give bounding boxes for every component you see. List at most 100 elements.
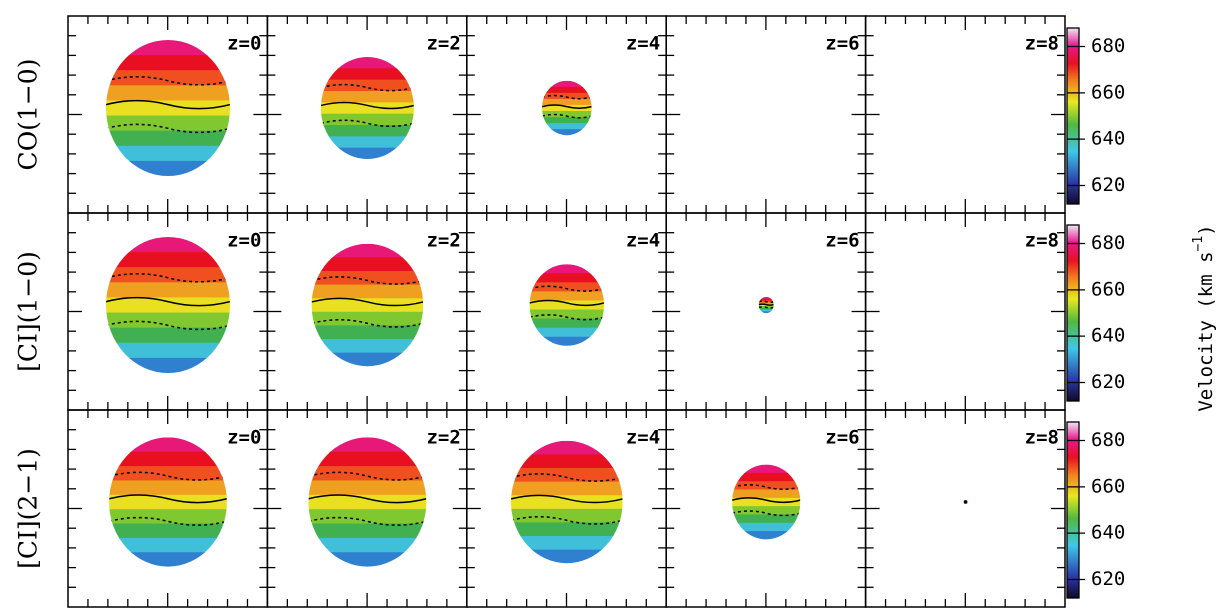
velocity-band — [758, 304, 774, 307]
velocity-band — [511, 468, 623, 483]
velocity-band — [308, 552, 427, 567]
colorbar-tick-label: 620 — [1091, 371, 1125, 393]
velocity-band — [106, 40, 230, 57]
velocity-band — [542, 104, 592, 113]
velocity-band — [106, 327, 230, 344]
panel-label: z=2 — [426, 427, 460, 449]
velocity-band — [511, 508, 623, 524]
velocity-band — [758, 309, 774, 313]
velocity-map — [320, 57, 414, 159]
colorbar-tick-label: 680 — [1091, 232, 1125, 254]
velocity-band — [109, 523, 227, 539]
velocity-band — [542, 129, 592, 136]
velocity-band — [529, 318, 604, 329]
contour — [311, 276, 424, 285]
colorbar-tick-label: 660 — [1091, 81, 1125, 103]
velocity-band — [106, 130, 230, 147]
contour — [106, 123, 230, 134]
contour — [320, 101, 414, 110]
velocity-map — [311, 243, 424, 367]
velocity-band — [732, 506, 801, 516]
velocity-band — [511, 481, 623, 497]
panel-label: z=6 — [825, 33, 859, 55]
contour — [311, 297, 424, 307]
velocity-band — [106, 267, 230, 284]
velocity-map — [542, 80, 592, 136]
contour — [529, 285, 604, 292]
velocity-band — [320, 79, 414, 92]
velocity-band — [529, 336, 604, 346]
velocity-band — [106, 115, 230, 132]
colorbar-tick-label: 660 — [1091, 475, 1125, 497]
velocity-band — [311, 284, 424, 300]
velocity-band — [511, 522, 623, 537]
velocity-band — [320, 113, 414, 126]
colorbar-tick-label: 680 — [1091, 429, 1125, 451]
velocity-band — [963, 503, 968, 505]
velocity-band — [320, 125, 414, 138]
velocity-band — [311, 325, 424, 340]
velocity-band — [311, 243, 424, 259]
velocity-band — [542, 86, 592, 94]
contour — [542, 104, 592, 109]
velocity-band — [511, 454, 623, 469]
velocity-band — [106, 55, 230, 72]
velocity-band — [511, 536, 623, 551]
velocity-map — [732, 464, 801, 540]
colorbar — [1066, 27, 1080, 205]
panel-label: z=4 — [626, 427, 660, 449]
velocity-band — [109, 466, 227, 482]
velocity-band — [542, 117, 592, 125]
colorbar-tick-label: 640 — [1091, 128, 1125, 150]
velocity-band — [109, 437, 227, 453]
row-label: [CI](2−1) — [14, 448, 43, 569]
velocity-band — [732, 497, 801, 508]
colorbar-tick-label: 660 — [1091, 278, 1125, 300]
panel-label: z=8 — [1025, 427, 1059, 449]
contour — [511, 516, 623, 525]
velocity-band — [109, 494, 227, 511]
colorbar-label-end: ) — [1195, 224, 1217, 235]
velocity-band — [529, 282, 604, 293]
velocity-band — [542, 98, 592, 106]
velocity-band — [529, 291, 604, 302]
panel-label: z=0 — [227, 33, 261, 55]
velocity-band — [320, 57, 414, 70]
contour — [106, 320, 230, 331]
velocity-band — [106, 282, 230, 299]
row-label: CO(1−0) — [14, 59, 43, 171]
velocity-band — [106, 297, 230, 314]
velocity-band — [109, 480, 227, 496]
velocity-map — [963, 499, 968, 505]
contour — [758, 300, 774, 303]
panel-label: z=6 — [825, 427, 859, 449]
velocity-band — [106, 160, 230, 176]
colorbar-tick-label: 640 — [1091, 325, 1125, 347]
panel-label: z=8 — [1025, 230, 1059, 252]
velocity-band — [732, 531, 801, 540]
velocity-band — [106, 312, 230, 329]
velocity-band — [758, 296, 774, 300]
contour — [106, 296, 230, 307]
contour — [109, 494, 227, 504]
contour — [542, 94, 592, 100]
velocity-band — [311, 298, 424, 313]
velocity-band — [542, 123, 592, 131]
contour — [529, 299, 604, 307]
contour — [758, 303, 774, 306]
velocity-band — [308, 523, 427, 539]
panel-label: z=8 — [1025, 33, 1059, 55]
velocity-band — [511, 440, 623, 456]
colorbar-tick-label: 620 — [1091, 568, 1125, 590]
contour — [320, 119, 414, 128]
velocity-band — [542, 111, 592, 119]
velocity-band — [106, 145, 230, 162]
velocity-band — [529, 327, 604, 338]
velocity-band — [109, 509, 227, 525]
velocity-band — [320, 136, 414, 149]
velocity-band — [109, 537, 227, 554]
velocity-band — [311, 257, 424, 272]
velocity-band — [311, 271, 424, 286]
velocity-band — [109, 451, 227, 468]
